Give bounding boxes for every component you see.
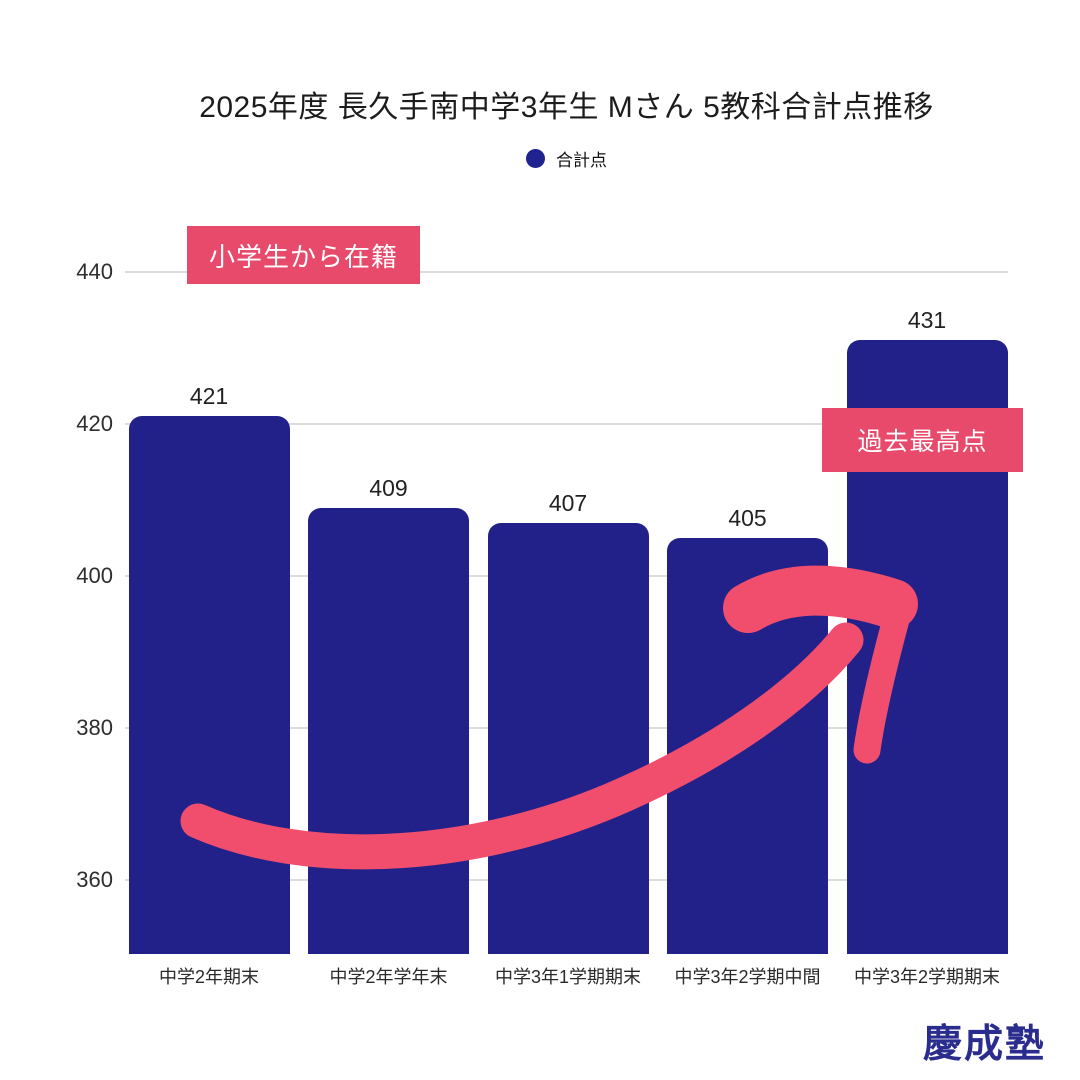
x-axis-tick-label: 中学2年学年末	[329, 967, 448, 987]
bar-value-label: 431	[907, 307, 947, 334]
x-axis-tick-label: 中学3年2学期中間	[674, 967, 821, 987]
x-axis-tick-label: 中学3年1学期期末	[494, 967, 642, 987]
bar-value-label: 421	[189, 383, 229, 410]
bar-value-label: 409	[369, 474, 408, 501]
bar-中学3年2学期中間	[667, 538, 828, 954]
callout-personal-best: 過去最高点	[822, 408, 1023, 472]
y-axis-tick-label: 440	[76, 259, 113, 284]
gridline	[125, 271, 1008, 273]
y-axis-tick-label: 380	[76, 715, 113, 740]
legend-dot-icon	[526, 149, 545, 168]
logo: 慶成塾	[922, 1023, 1046, 1066]
y-axis-tick-label: 420	[76, 411, 113, 436]
bar-中学3年1学期期末	[487, 522, 649, 954]
bar-中学2年期末	[128, 416, 290, 954]
legend-label: 合計点	[556, 151, 607, 170]
chart-header: 2025年度 長久手南中学3年生 Mさん 5教科合計点推移 合計点	[53, 92, 1080, 171]
chart-title: 2025年度 長久手南中学3年生 Mさん 5教科合計点推移	[199, 91, 934, 124]
bar-中学2年学年末	[308, 507, 469, 954]
legend: 合計点	[53, 146, 1080, 171]
bar-value-label: 405	[728, 505, 767, 531]
y-axis-tick-label: 360	[76, 867, 113, 892]
bar-value-label: 407	[548, 489, 588, 516]
y-axis-tick-label: 400	[76, 563, 113, 588]
x-axis-tick-label: 中学2年期末	[158, 967, 259, 987]
callout-enrolled-since-elementary: 小学生から在籍	[187, 226, 420, 284]
gridline	[125, 423, 1008, 425]
x-axis-tick-label: 中学3年2学期期末	[853, 967, 1001, 987]
